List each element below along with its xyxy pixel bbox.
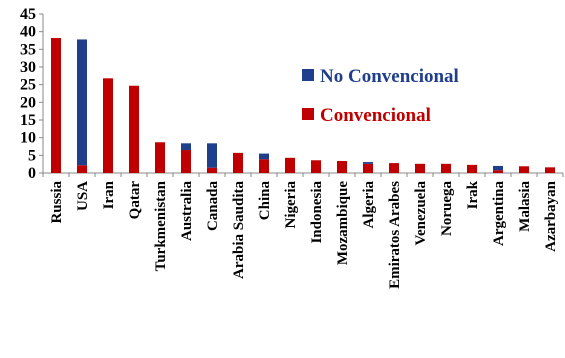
x-tick-label: China: [257, 181, 273, 221]
bar-no-convencional: [181, 143, 191, 151]
x-tick-label: Argentina: [491, 181, 507, 246]
x-tick-label: Azarbayan: [543, 180, 559, 251]
bar-convencional: [545, 167, 555, 173]
x-tick-label: Arabia Saudita: [231, 181, 247, 279]
bar-convencional: [155, 142, 165, 173]
legend-swatch: [302, 108, 314, 120]
bar-no-convencional: [493, 165, 503, 171]
bar-convencional: [259, 159, 269, 173]
x-tick-label: Malasia: [517, 181, 533, 232]
bar-convencional: [389, 163, 399, 173]
bar-no-convencional: [259, 153, 269, 160]
x-tick-label: Algeria: [361, 181, 377, 229]
bar-convencional: [103, 78, 113, 173]
y-tick-label: 0: [28, 165, 36, 182]
y-tick-label: 30: [20, 59, 36, 76]
x-tick-label: USA: [75, 181, 91, 211]
y-tick-label: 35: [20, 41, 36, 58]
x-tick-label: Indonesia: [309, 181, 325, 244]
y-tick-label: 45: [20, 6, 36, 23]
x-tick-label: Turkmenistan: [153, 180, 169, 271]
bar-convencional: [519, 166, 529, 173]
bar-convencional: [493, 170, 503, 173]
bar-no-convencional: [363, 162, 373, 164]
x-tick-label: Iran: [101, 180, 117, 209]
bar-convencional: [233, 152, 243, 173]
x-tick-label: Irak: [465, 180, 481, 209]
x-tick-label: Canada: [205, 181, 221, 232]
bar-convencional: [181, 150, 191, 173]
x-tick-label: Qatar: [127, 181, 143, 220]
bar-convencional: [363, 163, 373, 173]
x-tick-label: Emiratos Arabes: [387, 181, 403, 289]
y-tick-label: 25: [20, 77, 36, 94]
legend-swatch: [302, 69, 314, 81]
bar-convencional: [77, 165, 87, 173]
bar-convencional: [129, 85, 139, 173]
bar-no-convencional: [77, 39, 87, 166]
bar-convencional: [467, 164, 477, 173]
x-tick-label: Noruega: [439, 181, 455, 236]
legend-label: Convencional: [320, 105, 431, 126]
bars: [51, 38, 555, 173]
bar-convencional: [51, 38, 61, 173]
bar-convencional: [441, 163, 451, 173]
bar-convencional: [337, 160, 347, 173]
axes: [39, 13, 564, 177]
bar-convencional: [207, 167, 217, 173]
y-tick-label: 10: [20, 130, 36, 147]
legend: No Convencional Convencional: [302, 66, 459, 126]
legend-label: No Convencional: [320, 66, 459, 87]
x-tick-labels: Russia USA Iran Qatar Turkmenistan Australia C…: [49, 180, 559, 289]
bar-convencional: [285, 157, 295, 173]
y-tick-label: 40: [20, 24, 36, 41]
x-tick-label: Venezuela: [413, 181, 429, 246]
bar-convencional: [415, 163, 425, 173]
y-tick-label: 5: [28, 147, 36, 164]
x-tick-label: Russia: [49, 181, 65, 224]
y-tick-label: 15: [20, 112, 36, 129]
y-tick-label: 20: [20, 94, 36, 111]
x-tick-label: Australia: [179, 181, 195, 242]
x-tick-label: Mozambique: [335, 181, 351, 266]
x-tick-label: Nigeria: [283, 181, 299, 229]
bar-no-convencional: [207, 143, 217, 168]
bar-convencional: [311, 160, 321, 173]
